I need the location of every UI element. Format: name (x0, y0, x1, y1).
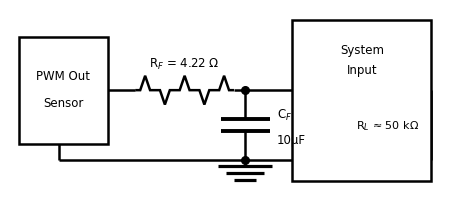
Text: PWM Out: PWM Out (36, 70, 90, 83)
Text: Input: Input (346, 64, 377, 77)
Text: R$_F$ = 4.22 Ω: R$_F$ = 4.22 Ω (149, 57, 220, 72)
Text: R$_L$ ≈ 50 kΩ: R$_L$ ≈ 50 kΩ (356, 119, 419, 132)
Text: 10μF: 10μF (277, 133, 306, 146)
Text: C$_F$: C$_F$ (277, 108, 292, 123)
FancyBboxPatch shape (292, 21, 432, 181)
Text: Sensor: Sensor (43, 97, 84, 109)
FancyBboxPatch shape (18, 37, 108, 144)
Text: System: System (340, 43, 384, 56)
